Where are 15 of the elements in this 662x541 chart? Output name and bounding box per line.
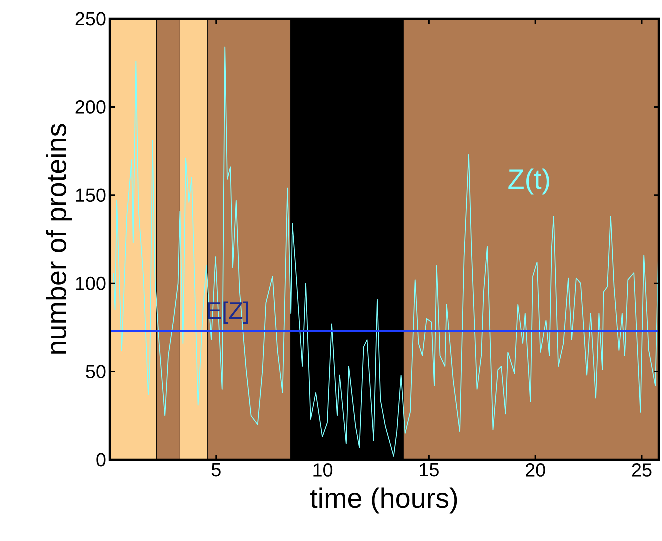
x-tick-label: 25: [632, 464, 652, 477]
y-tick-label: 150: [76, 188, 106, 202]
x-tick-label: 20: [526, 464, 546, 477]
x-tick-label: 15: [420, 464, 439, 477]
y-tick-label: 250: [76, 12, 106, 26]
y-tick-label: 100: [76, 276, 106, 290]
line-series: [113, 46, 660, 457]
y-axis-title: number of proteins: [46, 124, 72, 354]
y-tick-label: 50: [86, 365, 106, 379]
series-label: Z(t): [508, 168, 550, 195]
x-axis-title: time (hours): [310, 488, 458, 514]
x-tick-label: 10: [314, 464, 333, 477]
y-tick-label: 200: [76, 100, 106, 114]
x-tick-label: 5: [212, 464, 221, 477]
y-tick-label: 0: [96, 453, 106, 467]
